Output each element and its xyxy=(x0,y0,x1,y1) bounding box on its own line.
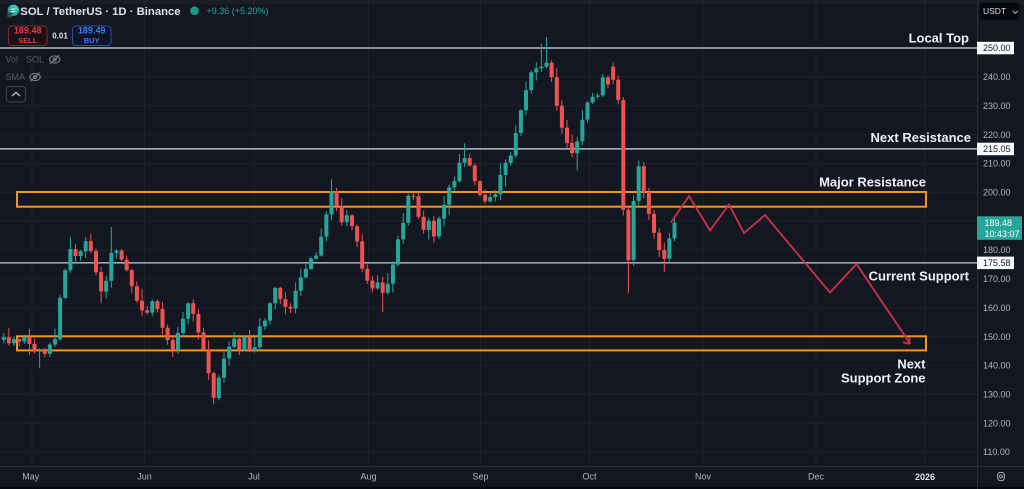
svg-text:250.00: 250.00 xyxy=(983,43,1011,53)
svg-text:189.48: 189.48 xyxy=(985,218,1013,228)
svg-text:189.48: 189.48 xyxy=(14,26,42,36)
svg-text:Support Zone: Support Zone xyxy=(841,371,926,386)
svg-text:189.49: 189.49 xyxy=(78,26,106,36)
svg-text:Jun: Jun xyxy=(137,472,152,482)
svg-text:Aug: Aug xyxy=(360,472,376,482)
svg-text:SMA: SMA xyxy=(6,72,26,82)
svg-text:USDT: USDT xyxy=(983,6,1006,16)
svg-text:May: May xyxy=(22,472,40,482)
svg-text:0.01: 0.01 xyxy=(52,32,68,41)
svg-text:130.00: 130.00 xyxy=(983,389,1011,399)
svg-text:210.00: 210.00 xyxy=(983,159,1011,169)
svg-text:180.00: 180.00 xyxy=(983,245,1011,255)
svg-text:Sep: Sep xyxy=(472,472,488,482)
svg-text:240.00: 240.00 xyxy=(983,72,1011,82)
svg-text:160.00: 160.00 xyxy=(983,303,1011,313)
svg-text:10:43:07: 10:43:07 xyxy=(985,229,1020,239)
svg-text:BUY: BUY xyxy=(84,36,100,45)
svg-text:220.00: 220.00 xyxy=(983,130,1011,140)
svg-text:Oct: Oct xyxy=(582,472,597,482)
svg-text:150.00: 150.00 xyxy=(983,332,1011,342)
svg-text:+9.36 (+5.20%): +9.36 (+5.20%) xyxy=(207,6,269,16)
svg-text:Next Resistance: Next Resistance xyxy=(871,130,971,145)
svg-text:Dec: Dec xyxy=(808,472,825,482)
svg-text:175.58: 175.58 xyxy=(983,258,1011,268)
svg-text:140.00: 140.00 xyxy=(983,361,1011,371)
svg-text:215.05: 215.05 xyxy=(983,144,1011,154)
svg-text:120.00: 120.00 xyxy=(983,418,1011,428)
svg-text:Vol · SOL: Vol · SOL xyxy=(6,55,45,65)
svg-text:2026: 2026 xyxy=(915,472,935,482)
svg-text:110.00: 110.00 xyxy=(983,447,1010,457)
svg-text:Jul: Jul xyxy=(248,472,260,482)
svg-text:Major Resistance: Major Resistance xyxy=(819,175,926,190)
svg-text:Local Top: Local Top xyxy=(909,31,969,46)
svg-text:SOL / TetherUS · 1D · Binance: SOL / TetherUS · 1D · Binance xyxy=(20,6,180,18)
svg-text:200.00: 200.00 xyxy=(983,188,1011,198)
svg-text:170.00: 170.00 xyxy=(983,274,1011,284)
svg-text:230.00: 230.00 xyxy=(983,101,1011,111)
svg-text:Nov: Nov xyxy=(695,472,712,482)
svg-text:Current Support: Current Support xyxy=(869,269,970,284)
svg-text:SELL: SELL xyxy=(18,36,38,45)
svg-text:Next: Next xyxy=(897,357,926,372)
